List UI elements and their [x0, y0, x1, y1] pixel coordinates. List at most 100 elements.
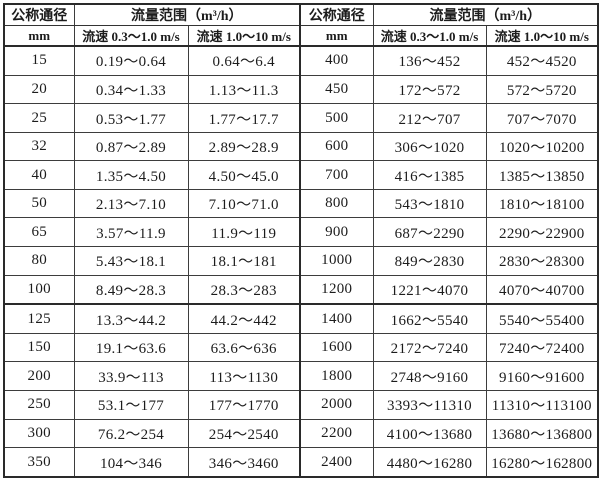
flow-high-cell: 9160～91600	[485, 361, 599, 392]
diameter-cell: 1000	[299, 245, 374, 276]
diameter-cell: 700	[299, 160, 374, 190]
diameter-cell: 2200	[299, 418, 374, 449]
flow-range-table: 公称通径 流量范围（m³/h） 公称通径 流量范围（m³/h） mm 流速 0.…	[3, 3, 600, 478]
flow-high-cell: 13680～136800	[485, 418, 599, 449]
flow-high-cell: 5540～55400	[485, 303, 599, 334]
header-unit-left: mm	[3, 25, 75, 47]
diameter-cell: 80	[3, 245, 75, 276]
diameter-cell: 20	[3, 74, 75, 105]
flow-low-cell: 0.87～2.89	[73, 131, 189, 162]
diameter-cell: 600	[299, 131, 374, 162]
table-row: 300 76.2～254 254～2540 2200 4100～13680 13…	[3, 418, 599, 449]
flow-high-cell: 1385～13850	[485, 160, 599, 190]
header-flow-left: 流量范围（m³/h）	[73, 3, 301, 26]
diameter-cell: 125	[3, 303, 75, 334]
flow-low-cell: 104～346	[73, 447, 189, 478]
diameter-cell: 40	[3, 160, 75, 190]
diameter-cell: 1800	[299, 361, 374, 392]
flow-low-cell: 1662～5540	[372, 303, 487, 334]
flow-high-cell: 7240～72400	[485, 332, 599, 363]
flow-high-cell: 18.1～181	[187, 245, 301, 276]
header-row-main: 公称通径 流量范围（m³/h） 公称通径 流量范围（m³/h）	[3, 3, 599, 26]
flow-high-cell: 572～5720	[485, 74, 599, 105]
flow-low-cell: 53.1～177	[73, 390, 189, 420]
flow-low-cell: 687～2290	[372, 217, 487, 247]
header-speed-low-left: 流速 0.3～1.0 m/s	[73, 25, 189, 47]
flow-low-cell: 0.34～1.33	[73, 74, 189, 105]
table-row: 50 2.13～7.10 7.10～71.0 800 543～1810 1810…	[3, 188, 599, 219]
diameter-cell: 400	[299, 45, 374, 76]
table-row: 25 0.53～1.77 1.77～17.7 500 212～707 707～7…	[3, 103, 599, 133]
header-diameter-left: 公称通径	[3, 3, 75, 26]
flow-high-cell: 11.9～119	[187, 217, 301, 247]
table-row: 80 5.43～18.1 18.1～181 1000 849～2830 2830…	[3, 245, 599, 276]
flow-low-cell: 543～1810	[372, 188, 487, 219]
flow-low-cell: 2172～7240	[372, 332, 487, 363]
flow-high-cell: 7.10～71.0	[187, 188, 301, 219]
diameter-cell: 350	[3, 447, 75, 478]
flow-high-cell: 346～3460	[187, 447, 301, 478]
table-row: 40 1.35～4.50 4.50～45.0 700 416～1385 1385…	[3, 160, 599, 190]
flow-high-cell: 254～2540	[187, 418, 301, 449]
flow-high-cell: 4070～40700	[485, 274, 599, 305]
flow-high-cell: 452～4520	[485, 45, 599, 76]
diameter-cell: 200	[3, 361, 75, 392]
flow-high-cell: 1.13～11.3	[187, 74, 301, 105]
flow-low-cell: 0.53～1.77	[73, 103, 189, 133]
diameter-cell: 100	[3, 274, 75, 305]
diameter-cell: 150	[3, 332, 75, 363]
flow-high-cell: 2.89～28.9	[187, 131, 301, 162]
flow-low-cell: 5.43～18.1	[73, 245, 189, 276]
diameter-cell: 2400	[299, 447, 374, 478]
diameter-cell: 50	[3, 188, 75, 219]
diameter-cell: 1600	[299, 332, 374, 363]
flow-low-cell: 13.3～44.2	[73, 303, 189, 334]
flow-low-cell: 0.19～0.64	[73, 45, 189, 76]
flow-high-cell: 28.3～283	[187, 274, 301, 305]
header-speed-high-right: 流速 1.0～10 m/s	[485, 25, 599, 47]
flow-low-cell: 76.2～254	[73, 418, 189, 449]
diameter-cell: 2000	[299, 390, 374, 420]
flow-low-cell: 19.1～63.6	[73, 332, 189, 363]
diameter-cell: 250	[3, 390, 75, 420]
flow-high-cell: 2830～28300	[485, 245, 599, 276]
header-flow-right: 流量范围（m³/h）	[372, 3, 599, 26]
table-row: 200 33.9～113 113～1130 1800 2748～9160 916…	[3, 361, 599, 392]
flow-high-cell: 11310～113100	[485, 390, 599, 420]
flow-low-cell: 172～572	[372, 74, 487, 105]
header-diameter-right: 公称通径	[299, 3, 374, 26]
diameter-cell: 32	[3, 131, 75, 162]
flow-low-cell: 3.57～11.9	[73, 217, 189, 247]
flow-low-cell: 4480～16280	[372, 447, 487, 478]
flow-high-cell: 16280～162800	[485, 447, 599, 478]
table-row: 150 19.1～63.6 63.6～636 1600 2172～7240 72…	[3, 332, 599, 363]
header-speed-high-left: 流速 1.0～10 m/s	[187, 25, 301, 47]
header-speed-low-right: 流速 0.3～1.0 m/s	[372, 25, 487, 47]
flow-high-cell: 1.77～17.7	[187, 103, 301, 133]
header-unit-right: mm	[299, 25, 374, 47]
diameter-cell: 800	[299, 188, 374, 219]
flow-low-cell: 2748～9160	[372, 361, 487, 392]
flow-high-cell: 177～1770	[187, 390, 301, 420]
flow-high-cell: 2290～22900	[485, 217, 599, 247]
table-row: 65 3.57～11.9 11.9～119 900 687～2290 2290～…	[3, 217, 599, 247]
flow-low-cell: 4100～13680	[372, 418, 487, 449]
flow-high-cell: 1810～18100	[485, 188, 599, 219]
diameter-cell: 15	[3, 45, 75, 76]
flow-low-cell: 1221～4070	[372, 274, 487, 305]
flow-low-cell: 306～1020	[372, 131, 487, 162]
diameter-cell: 65	[3, 217, 75, 247]
flow-low-cell: 136～452	[372, 45, 487, 76]
table-row: 125 13.3～44.2 44.2～442 1400 1662～5540 55…	[3, 303, 599, 334]
diameter-cell: 1400	[299, 303, 374, 334]
flow-low-cell: 212～707	[372, 103, 487, 133]
table-row: 100 8.49～28.3 28.3～283 1200 1221～4070 40…	[3, 274, 599, 305]
flow-high-cell: 63.6～636	[187, 332, 301, 363]
flow-high-cell: 0.64～6.4	[187, 45, 301, 76]
table-row: 32 0.87～2.89 2.89～28.9 600 306～1020 1020…	[3, 131, 599, 162]
diameter-cell: 300	[3, 418, 75, 449]
flow-high-cell: 113～1130	[187, 361, 301, 392]
diameter-cell: 25	[3, 103, 75, 133]
flow-high-cell: 44.2～442	[187, 303, 301, 334]
